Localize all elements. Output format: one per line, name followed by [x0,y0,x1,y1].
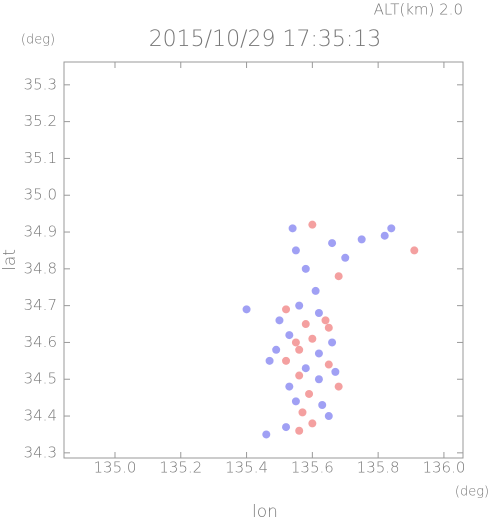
y-tick-label: 34.4 [24,407,57,425]
radar-echo [380,231,389,240]
plot-frame [63,61,464,459]
radar-echo [314,308,323,317]
radar-echo [341,253,350,262]
radar-echo [291,397,300,406]
y-tick-label: 35.3 [24,75,57,93]
x-tick-label: 135.6 [291,459,334,477]
radar-echo [308,334,317,343]
radar-echo [291,246,300,255]
radar-echo [242,305,251,314]
radar-echo [295,426,304,435]
radar-echo [291,338,300,347]
x-tick-label: 135.8 [357,459,400,477]
radar-echo [410,246,419,255]
chart-title: 2015/10/29 17:35:13 [149,27,382,52]
x-tick-label: 135.4 [225,459,268,477]
radar-echo [282,423,291,432]
y-tick-label: 35.0 [24,186,57,204]
y-tick-label: 34.8 [24,259,57,277]
altitude-label: ALT(km) 2.0 [374,1,463,19]
radar-echo [387,224,396,233]
radar-echo [324,360,333,369]
radar-echo [334,382,343,391]
y-axis-label: lat [0,249,20,271]
radar-echo [324,323,333,332]
y-tick-label: 34.6 [24,333,57,351]
radar-echo [275,316,284,325]
y-tick-label: 34.7 [24,296,57,314]
x-unit: (deg) [455,485,489,500]
radar-echo [357,235,366,244]
radar-echo [285,331,294,340]
radar-echo [328,239,337,248]
y-tick-label: 35.1 [24,149,57,167]
radar-echo [314,349,323,358]
radar-echo [331,367,340,376]
radar-echo [301,264,310,273]
x-axis-label: lon [252,502,278,521]
radar-echo [285,382,294,391]
radar-echo [328,338,337,347]
radar-echo [318,401,327,410]
radar-echo [272,345,281,354]
radar-echo [295,371,304,380]
radar-echo [334,272,343,281]
x-tick-label: 136.0 [422,459,465,477]
y-tick-label: 35.2 [24,112,57,130]
radar-echo [314,375,323,384]
radar-echo [295,345,304,354]
radar-echo [298,408,307,417]
radar-echo [288,224,297,233]
radar-echo [301,320,310,329]
radar-echo [262,430,271,439]
y-tick-label: 34.5 [24,370,57,388]
radar-echo [311,286,320,295]
radar-echo [282,305,291,314]
radar-echo [324,412,333,421]
radar-echo [305,389,314,398]
y-tick-label: 34.9 [24,223,57,241]
radar-echo [308,419,317,428]
x-tick-label: 135.2 [159,459,202,477]
radar-echo [282,356,291,365]
radar-echo [301,364,310,373]
y-unit: (deg) [21,33,55,48]
radar-echo [265,356,274,365]
y-tick-label: 34.3 [24,443,57,461]
radar-echo [321,316,330,325]
x-tick-label: 135.0 [94,459,137,477]
radar-echo [308,220,317,229]
radar-echo [295,301,304,310]
